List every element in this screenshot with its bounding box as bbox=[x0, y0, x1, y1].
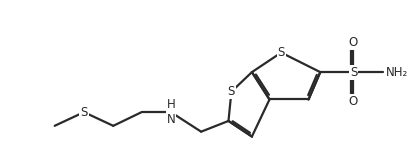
Text: O: O bbox=[348, 95, 357, 108]
Text: S: S bbox=[80, 106, 88, 119]
Text: S: S bbox=[349, 66, 356, 79]
Text: O: O bbox=[348, 36, 357, 49]
Text: H
N: H N bbox=[166, 98, 175, 126]
Text: NH₂: NH₂ bbox=[385, 66, 407, 79]
Text: S: S bbox=[277, 46, 284, 59]
Text: S: S bbox=[227, 85, 234, 98]
